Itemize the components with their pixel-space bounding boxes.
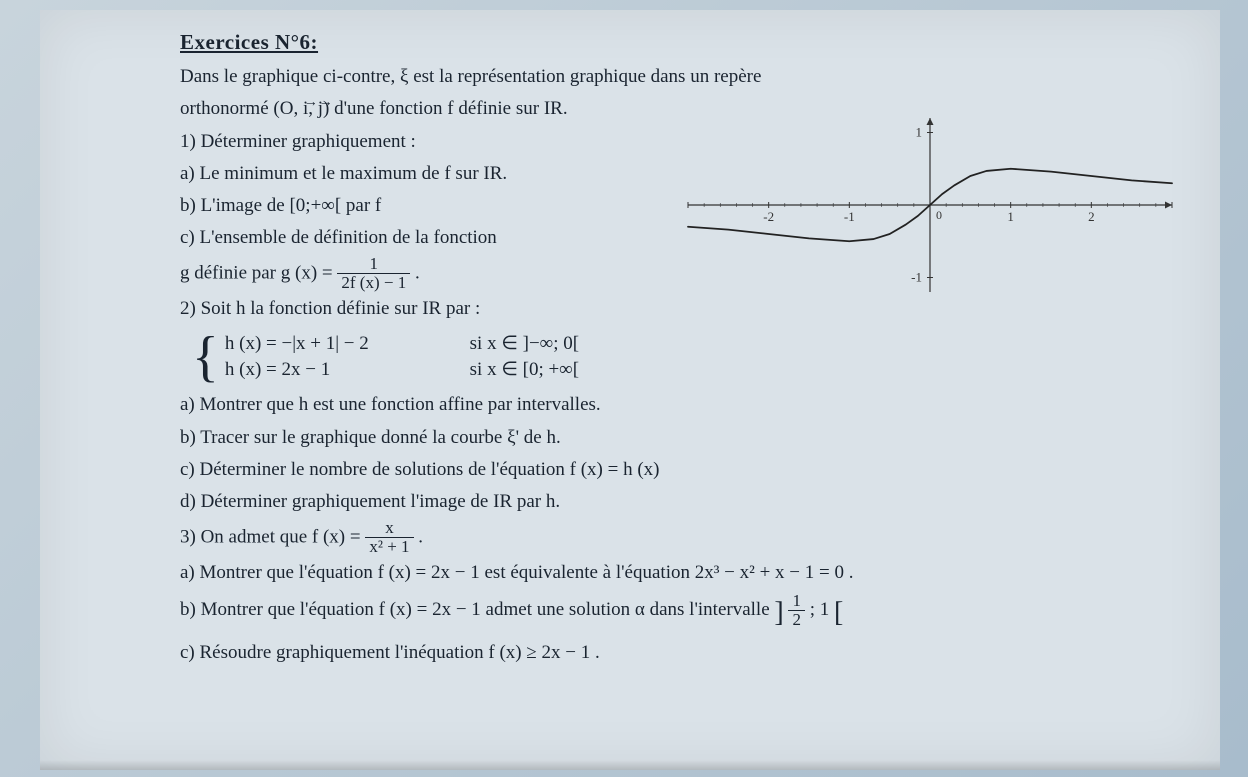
q3a: a) Montrer que l'équation f (x) = 2x − 1… (180, 557, 1190, 589)
q3c: c) Résoudre graphiquement l'inéquation f… (180, 637, 1190, 669)
intro2-prefix: orthonormé (O, (180, 98, 303, 119)
q3-den: x² + 1 (365, 538, 413, 557)
intro-line-1: Dans le graphique ci-contre, ξ est la re… (180, 61, 1190, 93)
svg-text:-1: -1 (844, 209, 855, 224)
function-graph: -2 -1 1 2 -1 1 0 (670, 100, 1190, 310)
q3b-prefix: b) Montrer que l'équation f (x) = 2x − 1… (180, 599, 774, 620)
g-fraction: 1 2f (x) − 1 (337, 255, 410, 293)
svg-text:-2: -2 (763, 209, 774, 224)
vector-j: j (318, 98, 323, 119)
svg-text:-1: -1 (911, 270, 922, 285)
q3b-num: 1 (788, 592, 805, 612)
q3-suffix: . (418, 526, 423, 547)
h1-lhs: h (x) = −|x + 1| − 2 (225, 331, 465, 358)
svg-text:0: 0 (936, 208, 942, 222)
g-den: 2f (x) − 1 (337, 274, 410, 293)
q3b-mid: ; 1 (810, 599, 830, 620)
svg-text:1: 1 (1007, 209, 1014, 224)
q3-prefix: 3) On admet que f (x) = (180, 526, 365, 547)
shadow (40, 760, 1220, 770)
q2a: a) Montrer que h est une fonction affine… (180, 389, 1190, 421)
brace-icon: { (192, 329, 219, 385)
q3-fraction: x x² + 1 (365, 519, 413, 557)
q3-num: x (365, 519, 413, 539)
exercise-title: Exercices N°6: (180, 30, 1190, 55)
exercise-page: Exercices N°6: Dans le graphique ci-cont… (40, 10, 1220, 770)
q2c: c) Déterminer le nombre de solutions de … (180, 454, 1190, 486)
svg-text:1: 1 (916, 125, 923, 140)
q3b-fraction: 1 2 (788, 592, 805, 630)
intro2-suffix: ) d'une fonction f définie sur IR. (323, 98, 568, 119)
q3: 3) On admet que f (x) = x x² + 1 . (180, 519, 1190, 557)
q3b: b) Montrer que l'équation f (x) = 2x − 1… (180, 589, 1190, 637)
q3b-den: 2 (788, 611, 805, 630)
interval-right-icon: [ (834, 597, 843, 628)
g-num: 1 (337, 255, 410, 275)
h1-cond: si x ∈ ]−∞; 0[ (470, 333, 579, 354)
h-piecewise: { h (x) = −|x + 1| − 2 si x ∈ ]−∞; 0[ h … (192, 329, 1190, 385)
graph-svg: -2 -1 1 2 -1 1 0 (670, 100, 1190, 310)
interval-left-icon: ] (774, 597, 783, 628)
h2-cond: si x ∈ [0; +∞[ (470, 359, 579, 380)
h2-lhs: h (x) = 2x − 1 (225, 357, 465, 384)
q2d: d) Déterminer graphiquement l'image de I… (180, 486, 1190, 518)
h-case-2: h (x) = 2x − 1 si x ∈ [0; +∞[ (225, 357, 579, 384)
h-case-1: h (x) = −|x + 1| − 2 si x ∈ ]−∞; 0[ (225, 331, 579, 358)
q2b: b) Tracer sur le graphique donné la cour… (180, 422, 1190, 454)
vector-i: i (303, 98, 308, 119)
g-prefix: g définie par g (x) = (180, 262, 337, 283)
g-suffix: . (415, 262, 420, 283)
svg-text:2: 2 (1088, 209, 1095, 224)
